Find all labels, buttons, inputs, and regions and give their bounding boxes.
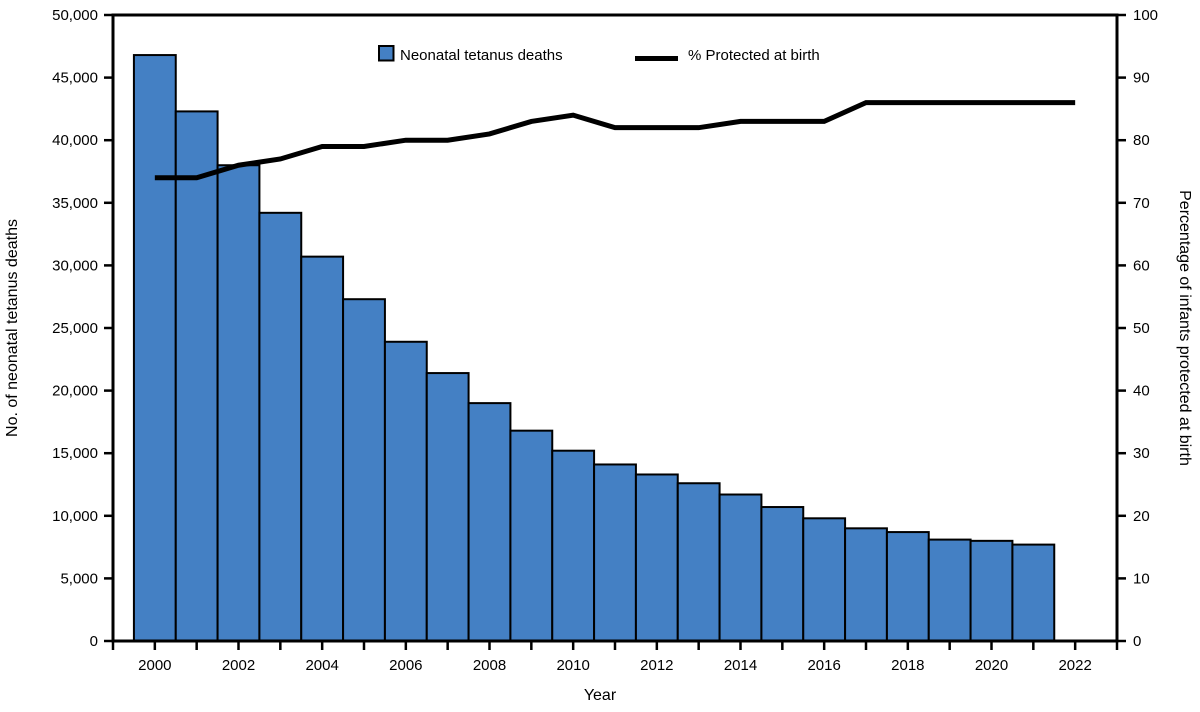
x-tick-label: 2014 <box>724 657 757 674</box>
left-tick-label: 20,000 <box>52 383 98 400</box>
bar-2016 <box>802 517 847 643</box>
bar-2007 <box>425 372 470 642</box>
x-tick-label: 2008 <box>473 657 506 674</box>
bar-2008 <box>467 402 512 642</box>
bar-2010 <box>551 449 596 643</box>
bar-2021 <box>1011 543 1056 643</box>
bar-2006 <box>383 340 428 642</box>
left-tick-label: 5,000 <box>60 570 98 587</box>
left-tick-label: 25,000 <box>52 320 98 337</box>
right-tick-label: 20 <box>1133 508 1150 525</box>
right-tick-label: 70 <box>1133 195 1150 212</box>
x-tick-label: 2016 <box>807 657 840 674</box>
bar-2019 <box>927 538 972 643</box>
bar-2014 <box>718 493 763 642</box>
right-tick-label: 10 <box>1133 570 1150 587</box>
legend-bar-label: Neonatal tetanus deaths <box>400 47 563 64</box>
bar-2002 <box>216 164 261 643</box>
x-tick-label: 2018 <box>891 657 924 674</box>
bar-2012 <box>634 473 679 643</box>
right-tick-label: 90 <box>1133 70 1150 87</box>
bar-2005 <box>342 298 386 642</box>
bar-2017 <box>844 527 888 643</box>
x-tick-label: 2020 <box>975 657 1008 674</box>
x-tick-label: 2000 <box>138 657 171 674</box>
x-axis-title: Year <box>584 687 617 704</box>
bars-layer <box>132 54 1056 643</box>
left-tick-label: 50,000 <box>52 7 98 24</box>
left-axis-title: No. of neonatal tetanus deaths <box>4 219 21 437</box>
bar-2011 <box>593 463 637 642</box>
bar-2013 <box>676 482 721 642</box>
right-tick-label: 80 <box>1133 132 1150 149</box>
legend-bar-swatch-icon <box>378 45 395 62</box>
bar-2004 <box>300 255 345 642</box>
right-tick-label: 0 <box>1133 633 1141 650</box>
x-tick-label: 2022 <box>1058 657 1091 674</box>
left-tick-label: 35,000 <box>52 195 98 212</box>
left-tick-label: 40,000 <box>52 132 98 149</box>
bar-2020 <box>969 539 1014 643</box>
bar-2000 <box>132 54 177 642</box>
right-axis-title: Percentage of infants protected at birth <box>1176 190 1193 466</box>
x-tick-label: 2010 <box>556 657 589 674</box>
left-tick-label: 0 <box>90 633 98 650</box>
bar-2018 <box>885 531 930 642</box>
left-tick-label: 30,000 <box>52 257 98 274</box>
left-tick-label: 10,000 <box>52 508 98 525</box>
left-tick-label: 45,000 <box>52 70 98 87</box>
left-tick-label: 15,000 <box>52 445 98 462</box>
bar-2001 <box>174 110 219 643</box>
x-tick-label: 2006 <box>389 657 422 674</box>
pab-line <box>154 100 1076 181</box>
bar-2015 <box>760 506 805 643</box>
bar-2003 <box>258 211 303 642</box>
legend: Neonatal tetanus deaths % Protected at b… <box>378 45 820 64</box>
x-tick-label: 2004 <box>305 657 338 674</box>
line-layer <box>154 100 1076 181</box>
legend-line-label: % Protected at birth <box>688 47 820 64</box>
ticks-layer: 0 5,000 10,000 15,000 20,000 25,000 30,000 35,0… <box>52 7 1158 674</box>
right-tick-label: 50 <box>1133 320 1150 337</box>
right-tick-label: 60 <box>1133 257 1150 274</box>
bar-2009 <box>509 429 554 642</box>
right-tick-label: 100 <box>1133 7 1158 24</box>
right-tick-label: 40 <box>1133 383 1150 400</box>
x-tick-label: 2002 <box>222 657 255 674</box>
right-tick-label: 30 <box>1133 445 1150 462</box>
x-tick-label: 2012 <box>640 657 673 674</box>
